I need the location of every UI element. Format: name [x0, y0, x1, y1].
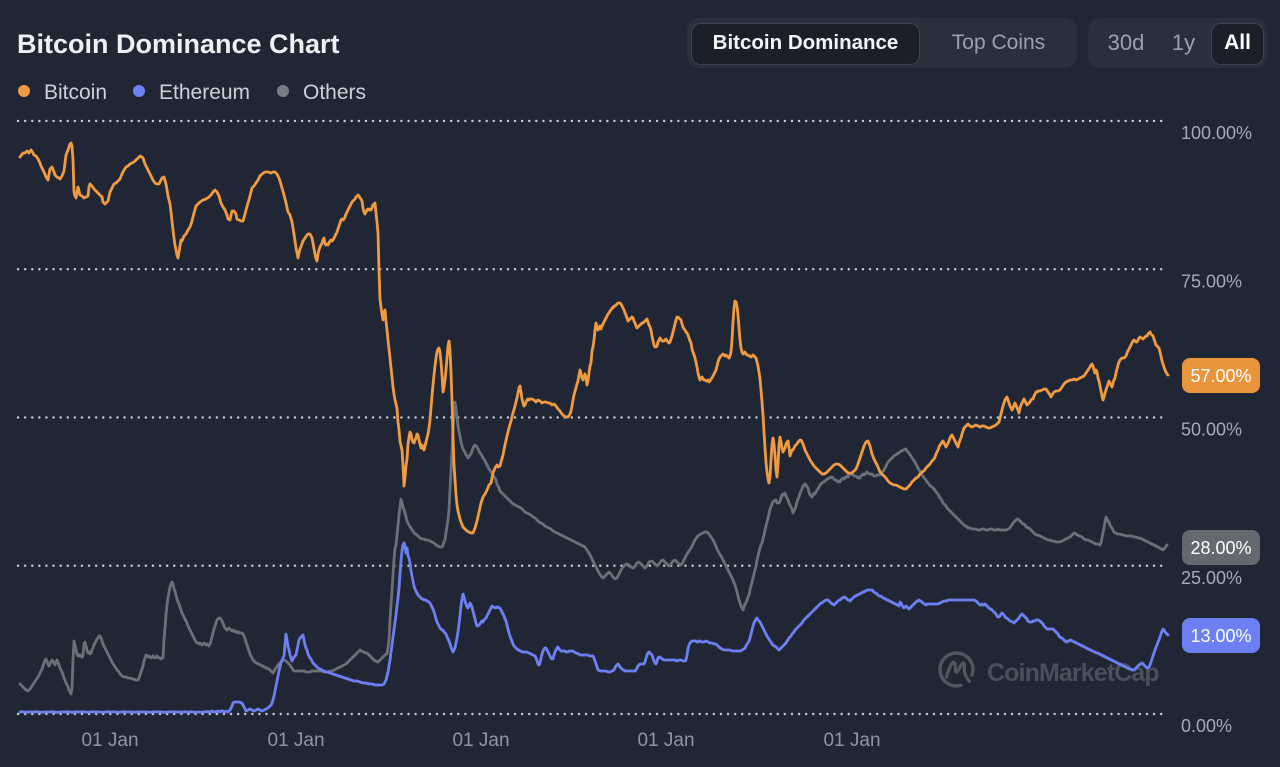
svg-text:100.00%: 100.00% [1181, 123, 1252, 143]
svg-text:CoinMarketCap: CoinMarketCap [987, 659, 1159, 687]
svg-text:13.00%: 13.00% [1190, 626, 1251, 646]
svg-text:01 Jan: 01 Jan [81, 730, 138, 751]
svg-text:0.00%: 0.00% [1181, 716, 1232, 736]
svg-text:01 Jan: 01 Jan [637, 730, 694, 751]
svg-text:75.00%: 75.00% [1181, 272, 1242, 292]
svg-text:50.00%: 50.00% [1181, 420, 1242, 440]
svg-text:28.00%: 28.00% [1190, 538, 1251, 558]
svg-text:01 Jan: 01 Jan [452, 730, 509, 751]
svg-text:01 Jan: 01 Jan [823, 730, 880, 751]
svg-text:01 Jan: 01 Jan [267, 730, 324, 751]
svg-text:25.00%: 25.00% [1181, 568, 1242, 588]
svg-text:57.00%: 57.00% [1190, 366, 1251, 386]
